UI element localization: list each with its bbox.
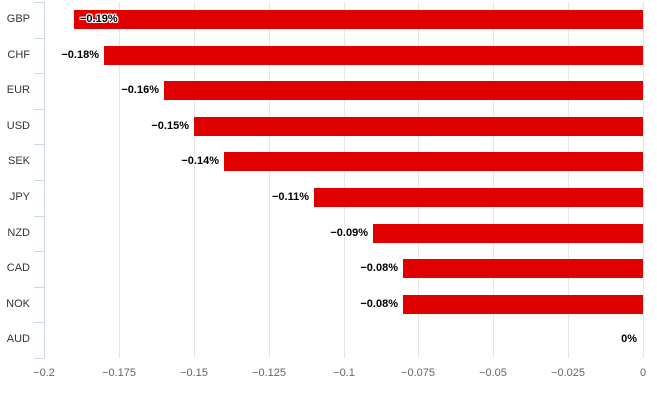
category-label: USD xyxy=(6,119,30,132)
category-label: NOK xyxy=(6,297,30,310)
gridline xyxy=(643,2,644,358)
data-label-nok: −0.08% xyxy=(360,297,398,310)
bar-row: −0.14% xyxy=(44,144,643,180)
bar-usd xyxy=(194,116,643,136)
gridline xyxy=(493,2,494,358)
data-label-usd: −0.15% xyxy=(151,119,189,132)
category-label: JPY xyxy=(9,191,30,203)
x-tick-label: −0.125 xyxy=(252,367,286,379)
bar-chf xyxy=(104,45,643,65)
gridline xyxy=(269,2,270,358)
gridline xyxy=(418,2,419,358)
bar-cad xyxy=(403,259,643,279)
data-label-nzd: −0.09% xyxy=(330,226,368,239)
bar-row: 0% xyxy=(44,322,643,358)
data-label-gbp: −0.19% xyxy=(80,13,118,25)
bar-row: −0.19% xyxy=(44,2,643,38)
bar-row: −0.09% xyxy=(44,216,643,252)
bar-row: −0.15% xyxy=(44,109,643,145)
data-label-chf: −0.18% xyxy=(61,48,99,61)
bar-eur xyxy=(164,81,643,101)
y-axis-line xyxy=(44,2,45,358)
category-label: EUR xyxy=(6,84,30,97)
bar-row: −0.18% xyxy=(44,38,643,74)
category-label: GBP xyxy=(6,13,30,25)
y-axis-tick xyxy=(34,251,44,252)
x-tick-label: 0 xyxy=(639,367,647,379)
bar-row: −0.16% xyxy=(44,73,643,109)
bar-nok xyxy=(403,294,643,314)
bar-row: −0.08% xyxy=(44,287,643,323)
data-label-eur: −0.16% xyxy=(121,84,159,97)
x-tick-label: −0.05 xyxy=(479,367,507,379)
y-axis-tick xyxy=(34,287,44,288)
y-axis-tick xyxy=(34,2,44,3)
y-axis-tick xyxy=(34,38,44,39)
gridline xyxy=(194,2,195,358)
bar-nzd xyxy=(373,223,643,243)
gridline xyxy=(344,2,345,358)
data-label-jpy: −0.11% xyxy=(271,191,309,203)
category-label: NZD xyxy=(7,226,30,239)
y-axis-tick xyxy=(34,73,44,74)
x-tick-label: −0.025 xyxy=(551,367,585,379)
x-tick-label: −0.2 xyxy=(33,367,55,379)
data-label-aud: 0% xyxy=(621,333,637,346)
bar-jpy xyxy=(314,188,643,207)
bar-row: −0.08% xyxy=(44,251,643,287)
category-label: SEK xyxy=(7,155,30,168)
x-tick-label: −0.15 xyxy=(180,367,208,379)
x-tick-label: −0.075 xyxy=(401,367,435,379)
gridline xyxy=(119,2,120,358)
y-axis-tick xyxy=(34,322,44,323)
bar-sek xyxy=(224,152,643,172)
y-axis-tick xyxy=(34,216,44,217)
x-tick-label: −0.175 xyxy=(102,367,136,379)
bar-row: −0.11% xyxy=(44,180,643,216)
data-label-cad: −0.08% xyxy=(360,262,398,275)
y-axis-tick xyxy=(34,109,44,110)
category-label: CAD xyxy=(6,262,30,275)
x-tick-label: −0.1 xyxy=(333,367,355,379)
data-label-sek: −0.14% xyxy=(181,155,219,168)
gridline xyxy=(568,2,569,358)
category-label: AUD xyxy=(6,333,30,346)
bar-gbp xyxy=(74,10,643,29)
category-label: CHF xyxy=(7,48,30,61)
y-axis-tick xyxy=(34,144,44,145)
y-axis-tick xyxy=(34,358,44,359)
y-axis-tick xyxy=(34,180,44,181)
